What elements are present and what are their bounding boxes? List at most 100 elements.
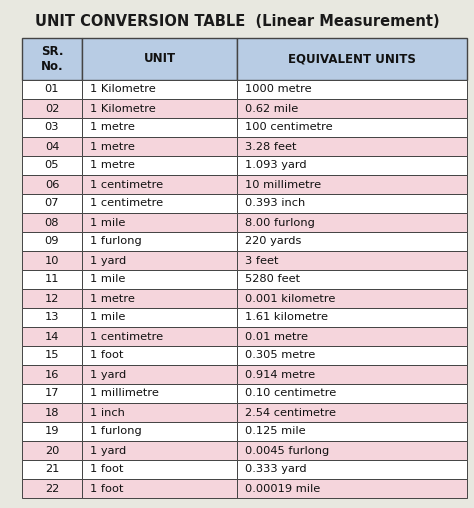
Bar xyxy=(237,270,467,289)
Text: 1 mile: 1 mile xyxy=(90,312,126,323)
Text: 220 yards: 220 yards xyxy=(245,237,301,246)
Text: 0.305 metre: 0.305 metre xyxy=(245,351,315,361)
Bar xyxy=(82,232,237,251)
Text: 16: 16 xyxy=(45,369,59,379)
Text: 1 yard: 1 yard xyxy=(90,256,126,266)
Bar xyxy=(82,289,237,308)
Bar xyxy=(237,156,467,175)
Text: 0.001 kilometre: 0.001 kilometre xyxy=(245,294,336,303)
Text: SR.
No.: SR. No. xyxy=(41,45,64,73)
Bar xyxy=(237,460,467,479)
Text: 14: 14 xyxy=(45,332,59,341)
Text: 19: 19 xyxy=(45,427,59,436)
Bar xyxy=(237,194,467,213)
Bar xyxy=(22,289,82,308)
Text: 0.333 yard: 0.333 yard xyxy=(245,464,307,474)
Text: 21: 21 xyxy=(45,464,59,474)
Bar xyxy=(237,118,467,137)
Text: 0.00019 mile: 0.00019 mile xyxy=(245,484,320,493)
Text: 1 metre: 1 metre xyxy=(90,122,135,133)
Text: 1 Kilometre: 1 Kilometre xyxy=(90,84,156,94)
Text: 1 furlong: 1 furlong xyxy=(90,427,142,436)
Bar xyxy=(22,479,82,498)
Text: 1 centimetre: 1 centimetre xyxy=(90,179,163,189)
Bar xyxy=(22,194,82,213)
Text: 20: 20 xyxy=(45,446,59,456)
Bar xyxy=(82,213,237,232)
Text: 1 centimetre: 1 centimetre xyxy=(90,199,163,208)
Bar xyxy=(237,38,467,80)
Bar xyxy=(237,80,467,99)
Bar xyxy=(82,80,237,99)
Text: 1000 metre: 1000 metre xyxy=(245,84,311,94)
Bar xyxy=(82,99,237,118)
Text: 04: 04 xyxy=(45,142,59,151)
Text: EQUIVALENT UNITS: EQUIVALENT UNITS xyxy=(288,52,416,66)
Text: 1 metre: 1 metre xyxy=(90,142,135,151)
Text: 17: 17 xyxy=(45,389,59,398)
Bar xyxy=(82,422,237,441)
Text: 07: 07 xyxy=(45,199,59,208)
Bar xyxy=(237,441,467,460)
Bar xyxy=(82,365,237,384)
Bar xyxy=(82,346,237,365)
Text: 03: 03 xyxy=(45,122,59,133)
Bar xyxy=(82,156,237,175)
Bar xyxy=(22,460,82,479)
Bar xyxy=(237,213,467,232)
Text: 1 millimetre: 1 millimetre xyxy=(90,389,159,398)
Text: 10 millimetre: 10 millimetre xyxy=(245,179,321,189)
Text: 1 mile: 1 mile xyxy=(90,274,126,284)
Text: 13: 13 xyxy=(45,312,59,323)
Text: UNIT: UNIT xyxy=(144,52,175,66)
Bar xyxy=(22,213,82,232)
Bar xyxy=(22,422,82,441)
Bar xyxy=(237,308,467,327)
Bar xyxy=(22,270,82,289)
Bar xyxy=(82,175,237,194)
Bar xyxy=(22,175,82,194)
Text: 0.0045 furlong: 0.0045 furlong xyxy=(245,446,329,456)
Bar xyxy=(82,270,237,289)
Text: 1 Kilometre: 1 Kilometre xyxy=(90,104,156,113)
Bar xyxy=(22,156,82,175)
Bar xyxy=(22,441,82,460)
Text: 06: 06 xyxy=(45,179,59,189)
Text: 18: 18 xyxy=(45,407,59,418)
Text: 1 foot: 1 foot xyxy=(90,351,124,361)
Text: 1.61 kilometre: 1.61 kilometre xyxy=(245,312,328,323)
Text: 0.125 mile: 0.125 mile xyxy=(245,427,306,436)
Text: 02: 02 xyxy=(45,104,59,113)
Bar xyxy=(237,403,467,422)
Bar xyxy=(22,346,82,365)
Text: 12: 12 xyxy=(45,294,59,303)
Bar xyxy=(82,137,237,156)
Bar xyxy=(237,346,467,365)
Text: 2.54 centimetre: 2.54 centimetre xyxy=(245,407,336,418)
Text: 5280 feet: 5280 feet xyxy=(245,274,300,284)
Text: 08: 08 xyxy=(45,217,59,228)
Bar xyxy=(237,289,467,308)
Bar xyxy=(237,251,467,270)
Text: 1 furlong: 1 furlong xyxy=(90,237,142,246)
Bar xyxy=(22,118,82,137)
Text: 8.00 furlong: 8.00 furlong xyxy=(245,217,315,228)
Text: UNIT CONVERSION TABLE  (Linear Measurement): UNIT CONVERSION TABLE (Linear Measuremen… xyxy=(35,14,439,29)
Bar xyxy=(237,175,467,194)
Text: 1 metre: 1 metre xyxy=(90,161,135,171)
Text: 22: 22 xyxy=(45,484,59,493)
Bar xyxy=(22,365,82,384)
Bar xyxy=(237,365,467,384)
Bar xyxy=(82,308,237,327)
Text: 05: 05 xyxy=(45,161,59,171)
Bar xyxy=(82,38,237,80)
Bar xyxy=(237,479,467,498)
Bar xyxy=(22,38,82,80)
Bar xyxy=(237,422,467,441)
Bar xyxy=(22,80,82,99)
Text: 1 mile: 1 mile xyxy=(90,217,126,228)
Text: 0.914 metre: 0.914 metre xyxy=(245,369,315,379)
Text: 1.093 yard: 1.093 yard xyxy=(245,161,307,171)
Bar xyxy=(237,327,467,346)
Bar xyxy=(82,251,237,270)
